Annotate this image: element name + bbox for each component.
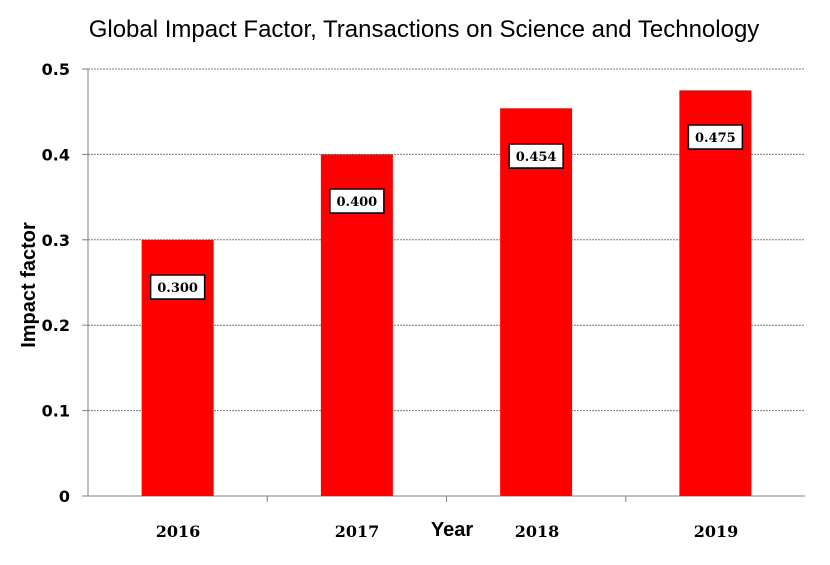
- x-tick-label-2017: 2017: [335, 522, 380, 541]
- y-tick-label: 0.2: [42, 316, 70, 335]
- y-tick-label: 0: [59, 487, 70, 506]
- data-label-2018: 0.454: [516, 150, 557, 165]
- data-label-2016: 0.300: [157, 281, 198, 296]
- x-tick-label-2016: 2016: [156, 522, 201, 541]
- y-tick-label: 0.1: [42, 402, 70, 421]
- y-axis-title: Impact factor: [18, 222, 40, 348]
- x-tick-label-2018: 2018: [515, 522, 560, 541]
- chart-title: Global Impact Factor, Transactions on Sc…: [89, 16, 760, 43]
- y-tick-label: 0.3: [42, 231, 70, 250]
- y-tick-label: 0.5: [42, 60, 70, 79]
- bar-2018: [500, 108, 573, 496]
- x-tick-label-2019: 2019: [694, 522, 739, 541]
- bar-2019: [679, 90, 752, 496]
- data-label-2019: 0.475: [695, 131, 736, 146]
- data-label-box-2018: [508, 143, 564, 169]
- y-tick-label: 0.4: [42, 145, 70, 164]
- data-label-2017: 0.400: [337, 195, 378, 210]
- data-label-box-2017: [329, 188, 385, 214]
- data-label-box-2016: [149, 274, 206, 300]
- x-axis-title: Year: [431, 519, 473, 541]
- data-label-box-2019: [687, 124, 744, 150]
